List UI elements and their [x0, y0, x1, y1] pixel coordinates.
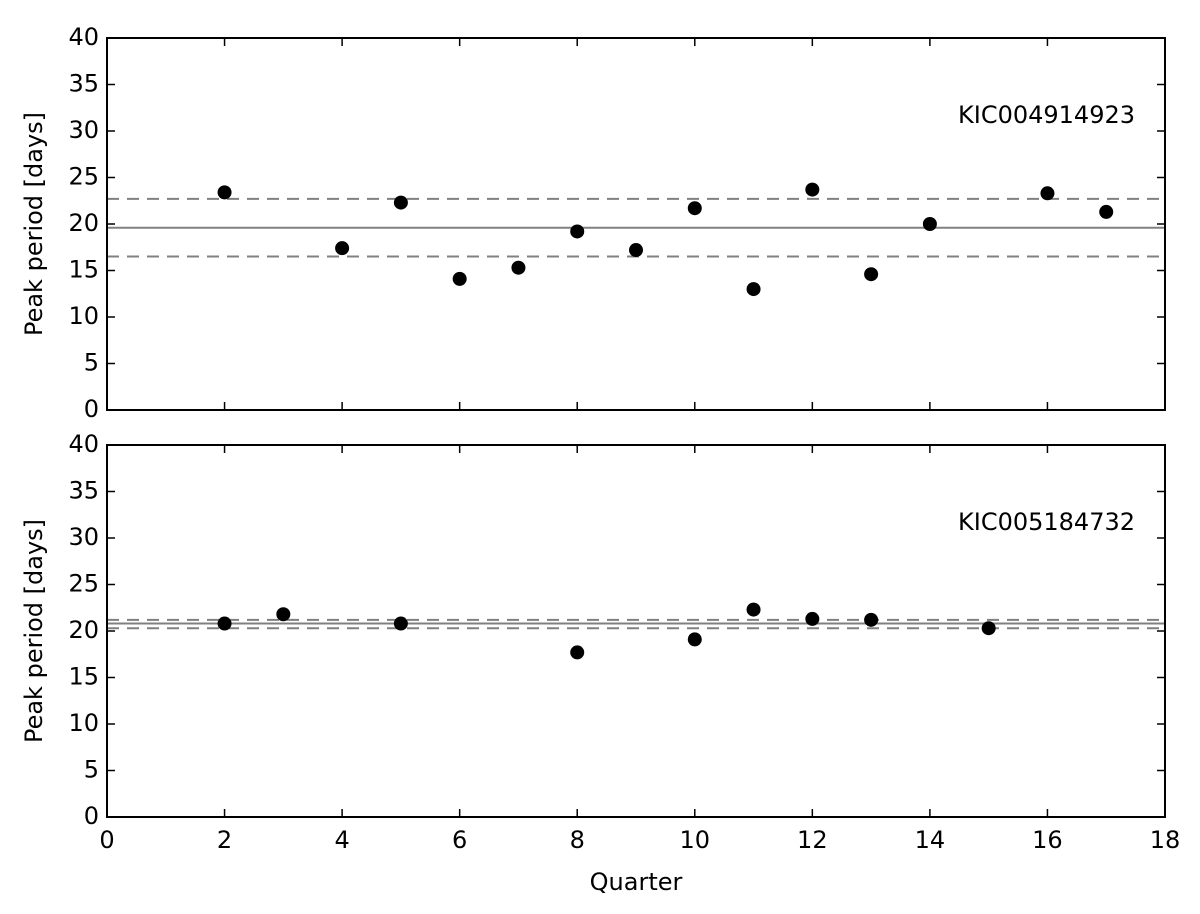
x-tick-label: 16	[1032, 826, 1063, 854]
point	[981, 621, 996, 636]
point	[276, 607, 291, 622]
point	[864, 612, 879, 627]
point	[217, 616, 232, 631]
x-tick-label: 14	[915, 826, 946, 854]
y-tick-label: 10	[68, 302, 99, 330]
x-axis-label: Quarter	[590, 868, 683, 896]
annotation: KIC004914923	[958, 101, 1135, 129]
point	[570, 224, 585, 239]
y-tick-label: 20	[68, 616, 99, 644]
annotation: KIC005184732	[958, 508, 1135, 536]
x-tick-label: 6	[452, 826, 467, 854]
y-tick-label: 15	[68, 256, 99, 284]
point	[746, 282, 761, 297]
point	[393, 616, 408, 631]
plot-frame	[106, 444, 1166, 818]
point	[570, 645, 585, 660]
point	[629, 243, 643, 258]
y-tick-label: 30	[68, 523, 99, 551]
point	[687, 632, 702, 647]
plot-frame	[106, 37, 1166, 411]
y-tick-label: 20	[68, 209, 99, 237]
point	[922, 217, 937, 231]
y-tick-label: 35	[68, 70, 99, 98]
x-tick-label: 10	[680, 826, 711, 854]
y-tick-label: 40	[68, 23, 99, 51]
point	[511, 260, 526, 275]
point	[805, 182, 820, 197]
point	[746, 602, 761, 617]
x-tick-label: 18	[1150, 826, 1181, 854]
point	[864, 267, 879, 282]
y-tick-label: 30	[68, 116, 99, 144]
x-tick-label: 2	[217, 826, 232, 854]
x-tick-label: 0	[99, 826, 114, 854]
y-tick-label: 5	[84, 349, 99, 377]
point	[805, 611, 820, 626]
x-tick-label: 4	[334, 826, 349, 854]
point	[393, 195, 408, 210]
point	[335, 241, 350, 256]
y-axis-label: Peak period [days]	[20, 112, 48, 336]
y-tick-label: 0	[84, 395, 99, 423]
y-tick-label: 15	[68, 663, 99, 691]
y-tick-label: 35	[68, 477, 99, 505]
point	[1040, 186, 1055, 201]
y-axis-label: Peak period [days]	[20, 519, 48, 743]
y-tick-label: 25	[68, 163, 99, 191]
point	[217, 185, 232, 200]
y-tick-label: 0	[84, 802, 99, 830]
y-tick-label: 10	[68, 709, 99, 737]
y-tick-label: 5	[84, 756, 99, 784]
point	[1099, 204, 1114, 219]
y-tick-label: 40	[68, 430, 99, 458]
y-tick-label: 25	[68, 570, 99, 598]
x-tick-label: 8	[570, 826, 585, 854]
x-tick-label: 12	[797, 826, 828, 854]
point	[452, 271, 467, 286]
point	[687, 201, 702, 216]
